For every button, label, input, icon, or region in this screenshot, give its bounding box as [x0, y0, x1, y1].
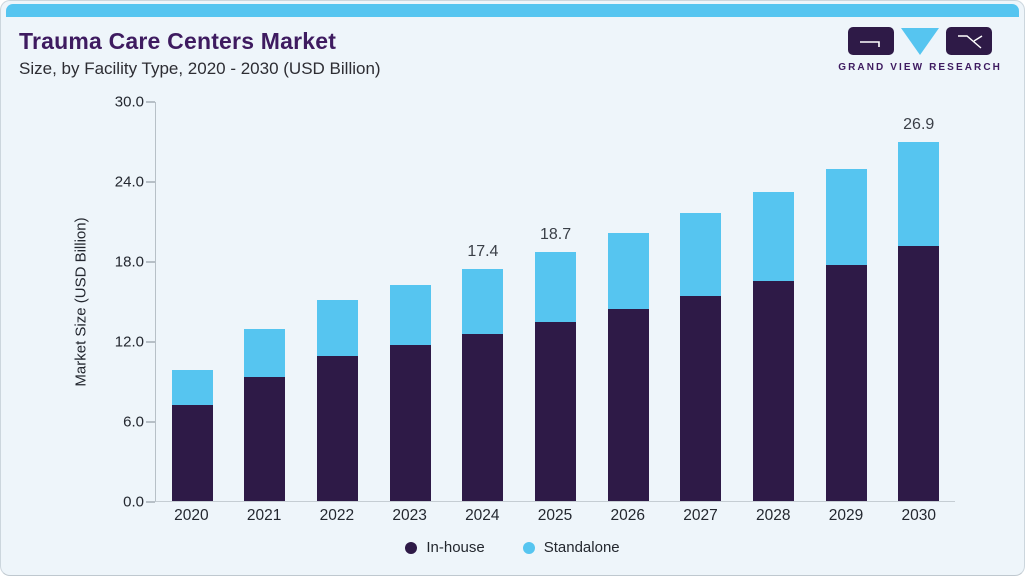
- bar-segment-standalone: [752, 191, 794, 281]
- y-tick-mark: [145, 421, 155, 423]
- bar-segment-in-house: [680, 295, 722, 501]
- plot-area: 17.4 18.7 26.9: [145, 101, 955, 503]
- bar-segment-standalone: [389, 285, 431, 345]
- logo-blocks: [848, 27, 993, 55]
- legend-swatch-in-house-icon: [405, 541, 418, 554]
- x-tick-label: 2021: [246, 507, 282, 524]
- bar-group: [810, 102, 883, 501]
- bar-segment-standalone: [825, 169, 867, 265]
- bar-segment-standalone: [607, 233, 649, 309]
- legend-item-in-house: In-house: [405, 539, 485, 556]
- bar-segment-in-house: [171, 405, 213, 501]
- bar-group: [229, 102, 302, 501]
- bar-segment-standalone: [244, 329, 286, 377]
- y-tick-label: 24.0: [114, 173, 144, 191]
- x-tick-label: 2027: [683, 507, 718, 524]
- bar-segment-in-house: [317, 355, 359, 501]
- bar-segment-in-house: [389, 345, 431, 501]
- bar-segment-in-house: [244, 377, 286, 501]
- x-tick-label: 2024: [465, 507, 500, 524]
- top-accent-bar: [6, 4, 1019, 17]
- legend-swatch-standalone-icon: [522, 541, 535, 554]
- bar-total-label: 18.7: [539, 225, 572, 243]
- x-tick-label: 2023: [392, 507, 427, 524]
- x-tick-label: 2028: [756, 507, 791, 524]
- logo-wordmark: GRAND VIEW RESEARCH: [838, 62, 1002, 73]
- y-tick-mark: [145, 101, 155, 103]
- legend-label: Standalone: [543, 539, 620, 556]
- bar-segment-in-house: [898, 246, 940, 501]
- bar-group: [301, 102, 374, 501]
- bar-segment-in-house: [825, 265, 867, 501]
- bar-group: [374, 102, 447, 501]
- bar-group: [156, 102, 229, 501]
- y-tick-label: 12.0: [114, 333, 144, 351]
- bar-segment-standalone: [462, 269, 504, 335]
- page-title: Trauma Care Centers Market: [19, 28, 337, 54]
- legend-item-standalone: Standalone: [522, 539, 620, 556]
- x-tick-label: 2029: [828, 507, 864, 524]
- y-tick-mark: [145, 501, 155, 503]
- y-axis-ticks: 0.0 6.0 12.0 18.0 24.0 30.0: [1, 94, 144, 511]
- x-tick-label: 2030: [901, 507, 936, 524]
- logo-r-block-icon: [946, 27, 993, 55]
- bars-container: 17.4 18.7 26.9: [156, 102, 955, 501]
- bar-segment-in-house: [752, 281, 794, 501]
- bar-group: 17.4: [447, 102, 520, 501]
- brand-logo: GRAND VIEW RESEARCH: [838, 27, 1002, 73]
- bar-segment-standalone: [171, 370, 213, 405]
- bar-group: [737, 102, 810, 501]
- bar-segment-standalone: [317, 299, 359, 356]
- bar-segment-in-house: [535, 322, 577, 501]
- page-subtitle: Size, by Facility Type, 2020 - 2030 (USD…: [19, 59, 381, 78]
- y-tick-mark: [145, 261, 155, 263]
- bar-segment-in-house: [462, 334, 504, 501]
- bar-total-label: 26.9: [903, 116, 935, 134]
- legend-label: In-house: [426, 539, 485, 556]
- legend: In-house Standalone: [1, 539, 1024, 556]
- y-tick-mark: [145, 181, 155, 183]
- y-tick-label: 6.0: [123, 413, 144, 431]
- logo-g-block-icon: [848, 27, 895, 55]
- y-tick-label: 30.0: [114, 93, 144, 111]
- y-tick-label: 0.0: [123, 493, 144, 511]
- bar-group: [664, 102, 737, 501]
- bar-group: 26.9: [882, 102, 955, 501]
- x-tick-label: 2025: [537, 507, 573, 524]
- bar-group: 18.7: [519, 102, 592, 501]
- bar-segment-in-house: [607, 309, 649, 501]
- bar-segment-standalone: [898, 142, 940, 247]
- x-axis-labels: 2020 2021 2022 2023 2024 2025 2026 2027 2028 2029…: [155, 507, 955, 525]
- logo-v-triangle-icon: [901, 28, 940, 55]
- x-tick-label: 2020: [174, 507, 209, 524]
- y-tick-label: 18.0: [114, 253, 144, 271]
- bar-segment-standalone: [680, 213, 722, 296]
- bar-segment-standalone: [535, 251, 577, 323]
- bar-total-label: 17.4: [467, 243, 499, 260]
- y-tick-mark: [145, 341, 155, 343]
- x-tick-label: 2026: [610, 507, 646, 524]
- x-tick-label: 2022: [319, 507, 355, 524]
- bar-group: [592, 102, 665, 501]
